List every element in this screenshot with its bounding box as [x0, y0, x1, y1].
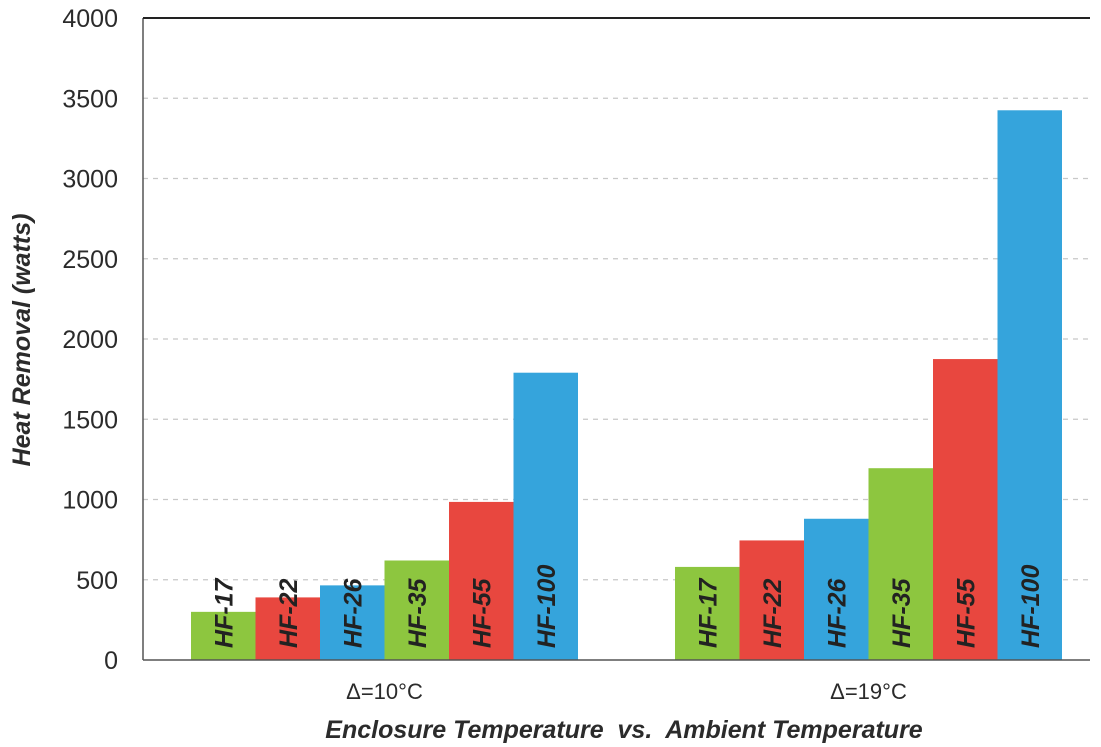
bar-label: HF-35	[404, 577, 432, 648]
bar-hf-35-delta-10c	[384, 560, 449, 660]
bar-label: HF-22	[759, 578, 787, 648]
x-category-label: Δ=10°C	[346, 679, 423, 704]
bar-label: HF-100	[533, 565, 561, 648]
bar-hf-17-delta-10c	[191, 611, 256, 660]
bar-hf-22-delta-10c	[255, 597, 320, 660]
bar-hf-100-delta-19c	[997, 110, 1062, 661]
grid-lines	[143, 97, 1090, 581]
bar-hf-100-delta-10c	[513, 372, 578, 660]
bar-label: HF-26	[823, 577, 851, 648]
x-category-label: Δ=19°C	[830, 679, 907, 704]
bar-hf-17-delta-19c	[675, 566, 740, 660]
bar-label: HF-35	[888, 577, 916, 648]
bar-label: HF-26	[339, 577, 367, 648]
y-tick-label: 0	[104, 647, 118, 675]
axes	[142, 17, 1090, 661]
y-tick-label: 2500	[62, 246, 118, 274]
bar-label: HF-17	[694, 577, 722, 648]
bar-label: HF-22	[275, 578, 303, 648]
bar-label: HF-55	[468, 577, 496, 648]
y-tick-label: 4000	[62, 5, 118, 33]
bar-label: HF-55	[952, 577, 980, 648]
x-axis-title: Enclosure Temperature vs. Ambient Temper…	[325, 716, 922, 744]
bar-labels: HF-17 HF-22 HF-26 HF-35 HF-55 HF-100 HF-17 HF-2…	[210, 565, 1045, 648]
bar-hf-55-delta-10c	[449, 501, 514, 660]
y-tick-labels: 0 500 1000 1500 2000 2500 3000 3500 4000	[62, 5, 118, 675]
bar-hf-35-delta-19c	[868, 468, 933, 660]
bar-label: HF-100	[1017, 565, 1045, 648]
bar-hf-26-delta-19c	[804, 518, 869, 660]
y-tick-label: 1500	[62, 406, 118, 434]
bar-label: HF-17	[210, 577, 238, 648]
bar-hf-26-delta-10c	[320, 585, 385, 660]
y-tick-label: 1000	[62, 487, 118, 515]
bar-hf-22-delta-19c	[739, 540, 804, 660]
y-axis-title: Heat Removal (watts)	[8, 214, 36, 467]
y-tick-label: 2000	[62, 326, 118, 354]
bar-hf-55-delta-19c	[933, 359, 998, 660]
y-tick-label: 500	[76, 567, 118, 595]
y-tick-label: 3500	[62, 85, 118, 113]
x-category-labels: Δ=10°C Δ=19°C	[346, 679, 907, 704]
bars	[191, 110, 1062, 661]
y-tick-label: 3000	[62, 166, 118, 194]
